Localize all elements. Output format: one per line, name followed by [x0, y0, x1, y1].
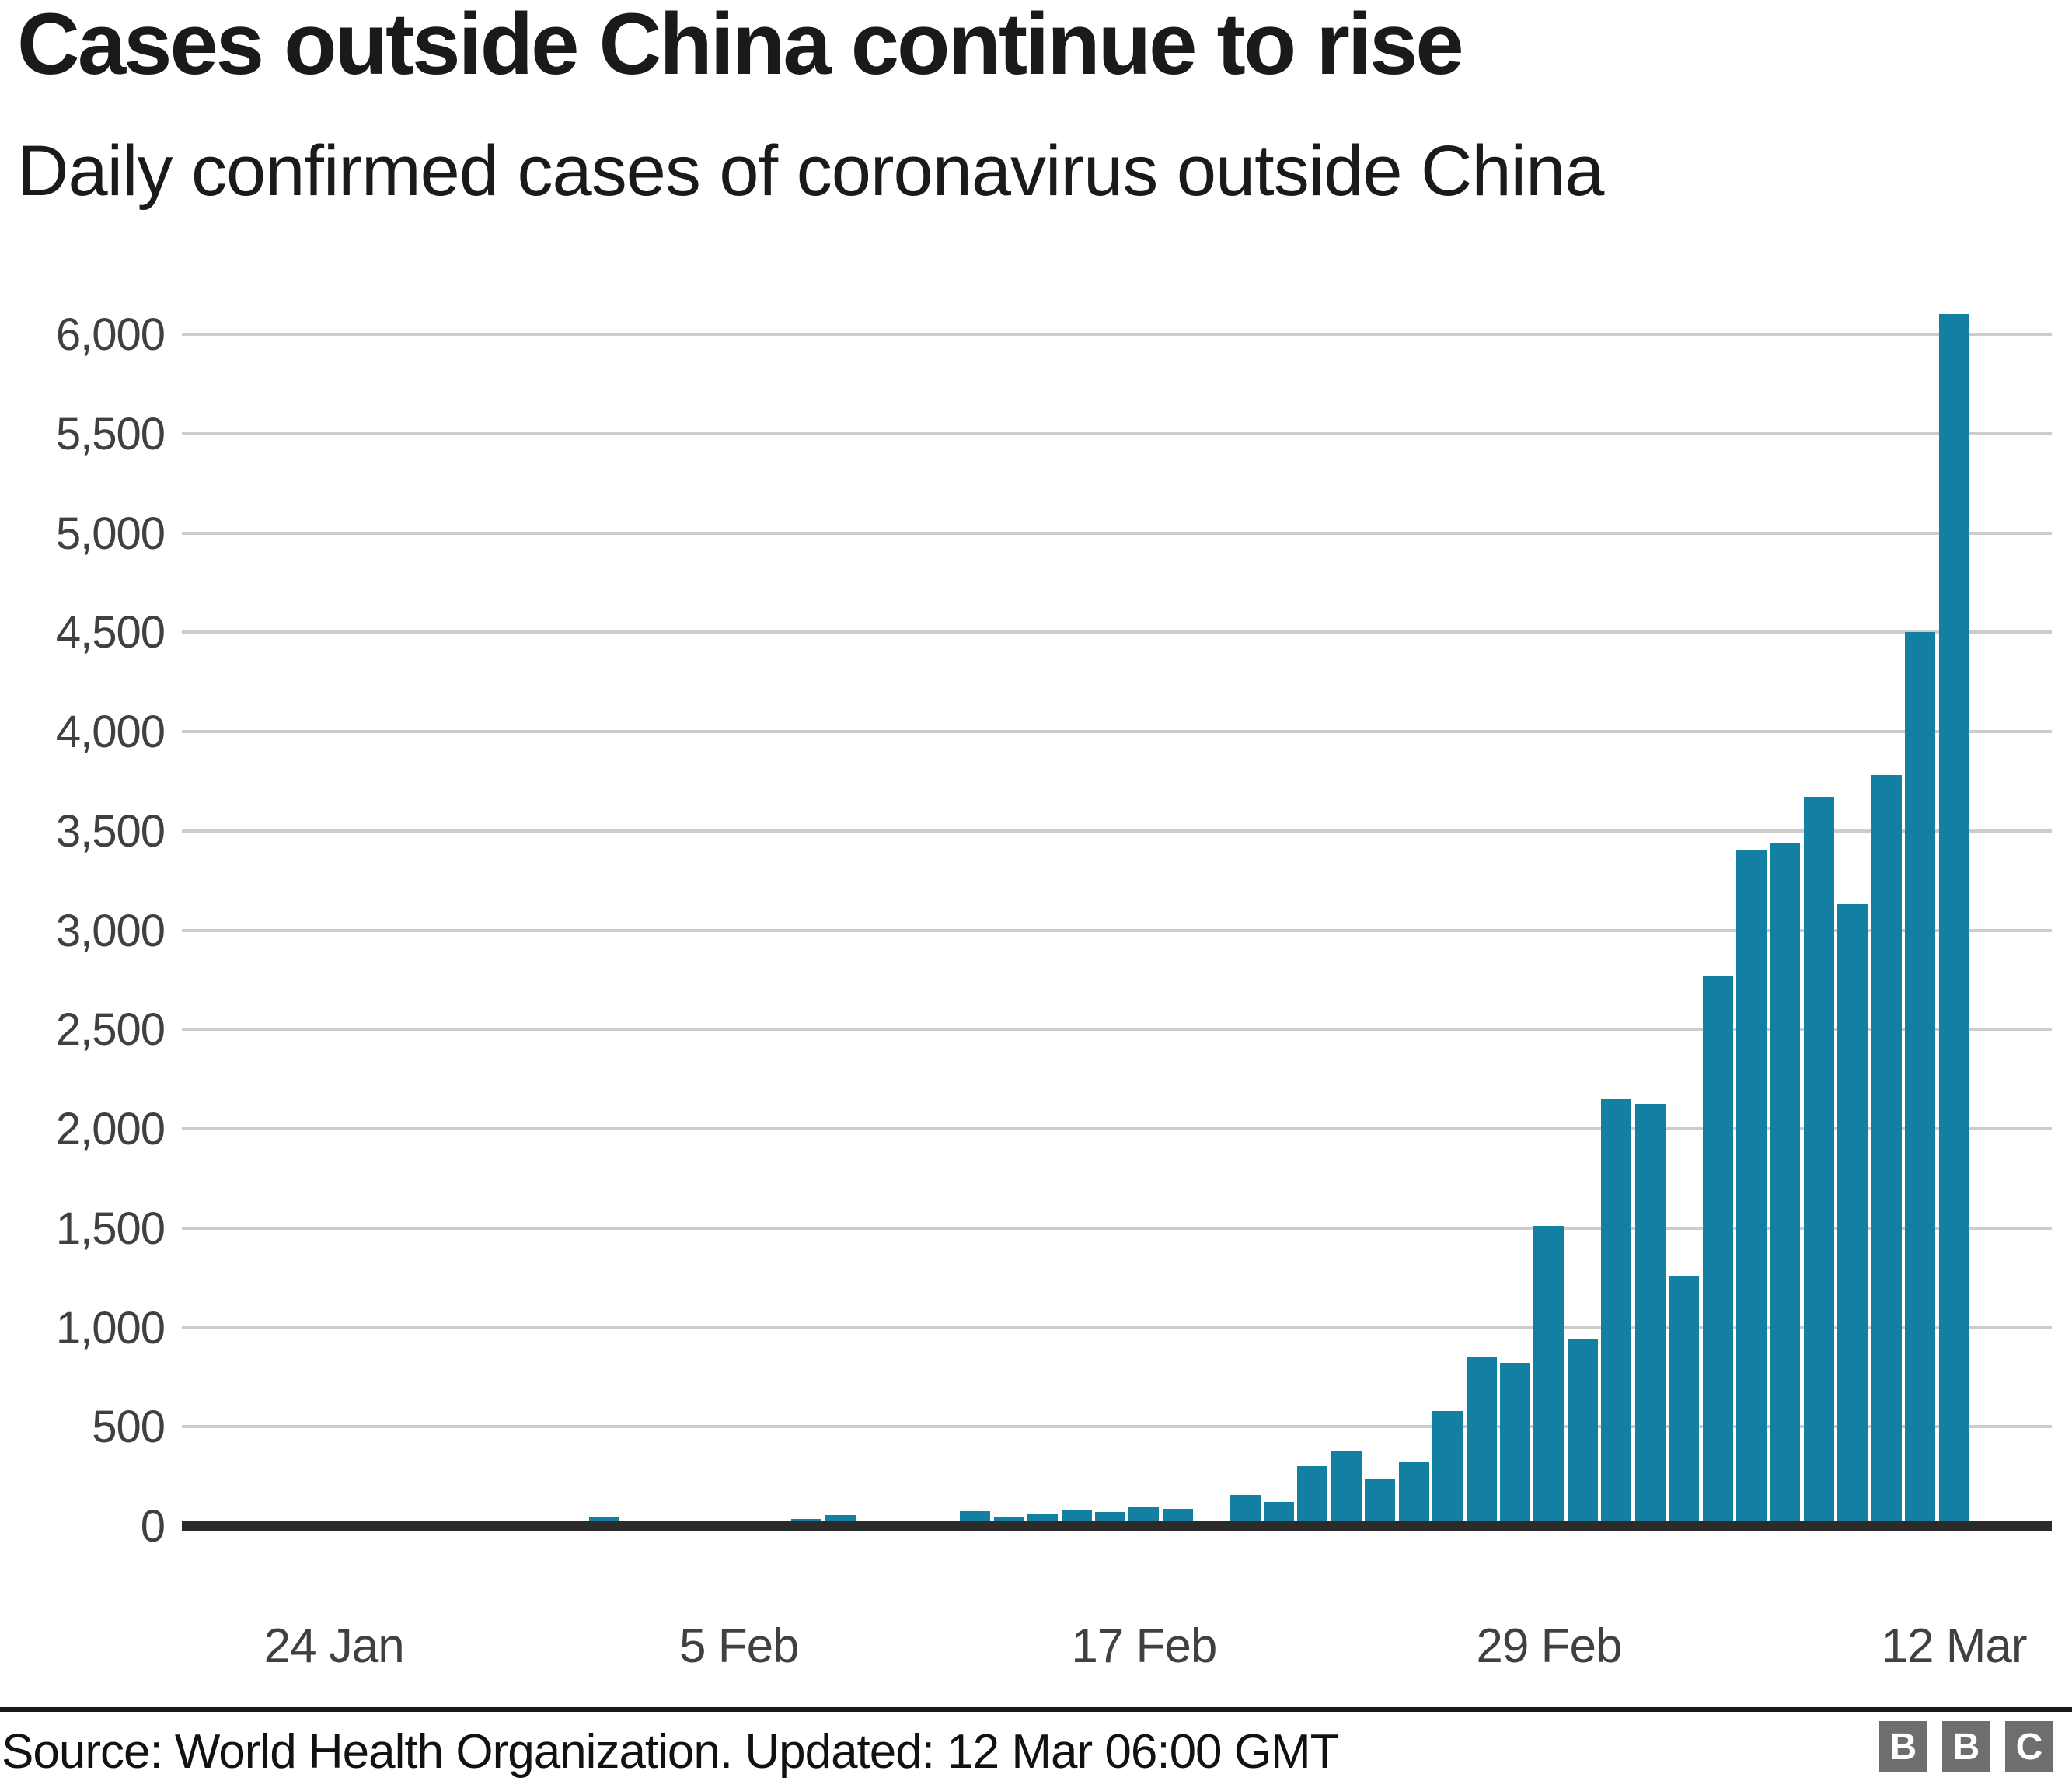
- y-axis-label-4000: 4,000: [55, 707, 166, 757]
- bbc-logo-letter: B: [1889, 1726, 1917, 1768]
- y-axis-label-0: 0: [140, 1501, 166, 1552]
- bar-1-mar: [1567, 1339, 1598, 1531]
- gridline-2500: [182, 1028, 2052, 1032]
- y-axis-label-2000: 2,000: [55, 1104, 166, 1154]
- x-axis-label-5-feb: 5 Feb: [678, 1619, 800, 1673]
- page-subtitle: Daily confirmed cases of coronavirus out…: [17, 131, 1604, 211]
- y-axis-label-4500: 4,500: [55, 607, 166, 658]
- bar-11-mar: [1905, 632, 1936, 1531]
- y-axis-label-5000: 5,000: [55, 508, 166, 559]
- x-axis-label-29-feb: 29 Feb: [1476, 1619, 1622, 1673]
- gridline-3500: [182, 829, 2052, 833]
- bar-29-feb: [1533, 1226, 1564, 1531]
- bar-28-feb: [1500, 1363, 1530, 1531]
- bar-2-mar: [1601, 1098, 1632, 1531]
- gridline-500: [182, 1425, 2052, 1429]
- y-axis-label-6000: 6,000: [55, 309, 166, 360]
- x-axis-label-17-feb: 17 Feb: [1071, 1619, 1217, 1673]
- gridline-4000: [182, 730, 2052, 733]
- gridline-1000: [182, 1325, 2052, 1329]
- bbc-logo-box: B: [1879, 1721, 1927, 1772]
- y-axis-label-1000: 1,000: [55, 1302, 166, 1353]
- bar-26-feb: [1432, 1410, 1463, 1531]
- gridline-6000: [182, 333, 2052, 336]
- y-axis-label-1500: 1,500: [55, 1203, 166, 1254]
- bar-23-feb: [1331, 1451, 1362, 1531]
- gridline-5500: [182, 431, 2052, 435]
- bar-27-feb: [1466, 1357, 1497, 1531]
- gridline-2000: [182, 1127, 2052, 1130]
- y-axis-label-500: 500: [92, 1402, 166, 1453]
- bar-10-mar: [1871, 775, 1902, 1531]
- x-axis-label-12-mar: 12 Mar: [1881, 1619, 2028, 1673]
- gridline-4500: [182, 630, 2052, 634]
- bar-4-mar: [1669, 1276, 1700, 1531]
- bar-6-mar: [1735, 850, 1767, 1531]
- gridline-1500: [182, 1226, 2052, 1230]
- y-axis-label-5500: 5,500: [55, 408, 166, 459]
- x-axis-baseline: [182, 1521, 2052, 1531]
- bbc-logo-letter: B: [1952, 1726, 1980, 1768]
- bar-5-mar: [1702, 976, 1733, 1531]
- bar-7-mar: [1770, 843, 1801, 1531]
- bbc-logo-box: B: [1942, 1721, 1990, 1772]
- bar-25-feb: [1398, 1462, 1429, 1531]
- x-axis-label-24-jan: 24 Jan: [263, 1619, 405, 1673]
- footer-divider: [0, 1707, 2072, 1712]
- gridline-5000: [182, 531, 2052, 535]
- y-axis-label-3000: 3,000: [55, 905, 166, 956]
- bbc-logo: B B C: [1879, 1721, 2053, 1772]
- bar-12-mar: [1938, 314, 1969, 1531]
- bar-3-mar: [1634, 1104, 1666, 1531]
- y-axis-label-3500: 3,500: [55, 805, 166, 857]
- bar-9-mar: [1837, 904, 1868, 1531]
- page-title: Cases outside China continue to rise: [17, 0, 1464, 93]
- source-attribution: Source: World Health Organization. Updat…: [2, 1725, 1340, 1779]
- bbc-logo-letter: C: [2015, 1726, 2043, 1768]
- y-axis-label-2500: 2,500: [55, 1004, 166, 1056]
- bbc-logo-box: C: [2005, 1721, 2053, 1772]
- bar-8-mar: [1803, 797, 1834, 1531]
- gridline-3000: [182, 928, 2052, 932]
